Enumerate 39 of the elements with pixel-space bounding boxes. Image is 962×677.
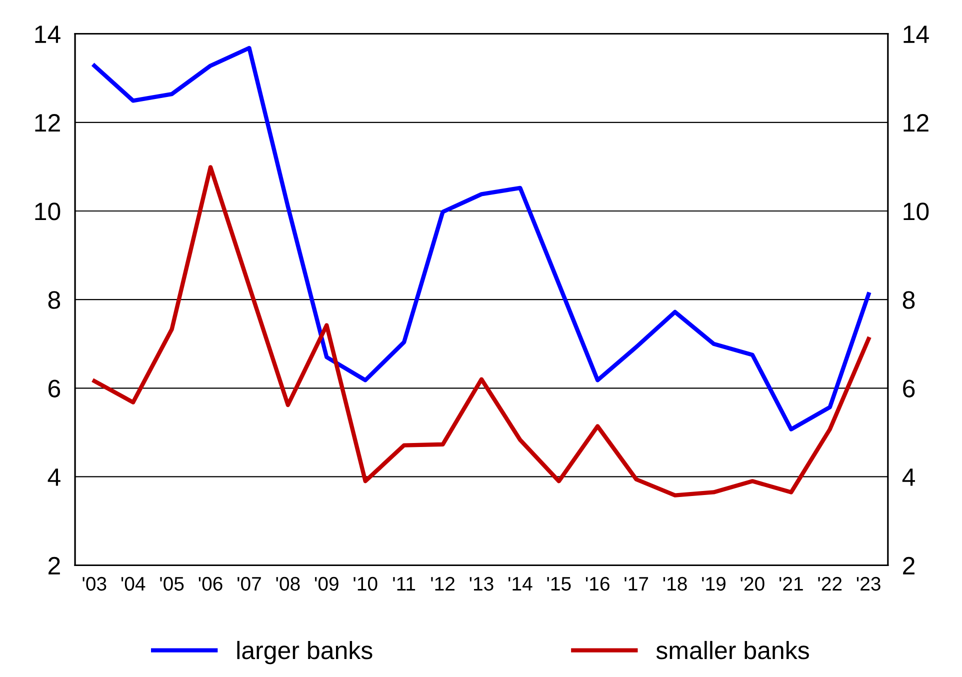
y2-tick-label: 8 xyxy=(902,291,915,309)
x-tick-label: '03 xyxy=(82,576,106,591)
legend-label: smaller banks xyxy=(656,640,809,660)
x-tick-label: '10 xyxy=(354,576,378,591)
x-tick-label: '15 xyxy=(547,577,571,591)
x-tick-label: '07 xyxy=(238,576,261,591)
x-tick-label: '19 xyxy=(702,576,726,591)
y-tick-label: 8 xyxy=(48,291,60,309)
y2-tick-label: 4 xyxy=(902,468,915,486)
x-tick-label: '20 xyxy=(740,576,764,591)
x-tick-label: '21 xyxy=(779,576,803,590)
y-tick-label: 4 xyxy=(48,468,60,486)
x-tick-label: '04 xyxy=(121,576,146,591)
legend-label: larger banks xyxy=(237,640,372,664)
x-tick-label: '11 xyxy=(393,577,416,590)
y2-tick-label: 12 xyxy=(904,114,928,132)
x-tick-label: '09 xyxy=(314,576,338,591)
x-tick-label: '22 xyxy=(818,576,842,590)
x-tick-label: '23 xyxy=(856,576,880,591)
x-tick-label: '18 xyxy=(663,576,687,591)
x-tick-label: '16 xyxy=(586,576,610,591)
y2-tick-label: 10 xyxy=(904,202,929,220)
y2-tick-label: 14 xyxy=(904,26,929,43)
line-series xyxy=(92,46,871,432)
y2-tick-label: 2 xyxy=(903,556,914,574)
y2-tick-label: 6 xyxy=(903,380,915,398)
x-tick-label: '05 xyxy=(160,576,184,591)
x-tick-label: '08 xyxy=(276,576,300,591)
x-tick-label: '13 xyxy=(470,576,494,591)
x-tick-label: '06 xyxy=(198,576,222,591)
x-tick-label: '17 xyxy=(624,577,648,590)
line-series xyxy=(92,165,871,498)
y-tick-label: 2 xyxy=(48,556,60,574)
y-tick-label: 14 xyxy=(35,26,60,43)
x-tick-label: '14 xyxy=(508,577,532,590)
x-tick-label: '12 xyxy=(431,576,454,590)
y-tick-label: 12 xyxy=(35,114,60,132)
y-tick-label: 6 xyxy=(48,380,60,398)
y-tick-label: 10 xyxy=(35,202,60,220)
